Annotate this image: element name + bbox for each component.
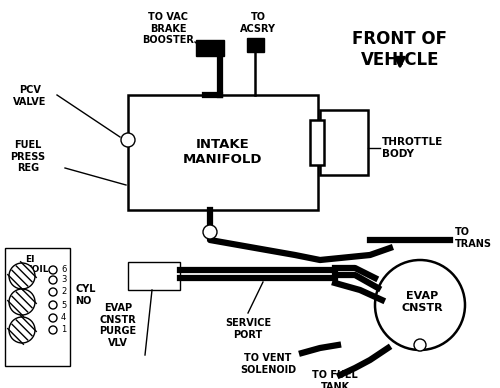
Text: EI
COIL: EI COIL	[25, 255, 48, 274]
Circle shape	[9, 263, 35, 289]
Bar	[320, 110, 368, 175]
Text: FRONT OF
VEHICLE: FRONT OF VEHICLE	[352, 30, 448, 69]
Text: TO VAC
BRAKE
BOOSTER: TO VAC BRAKE BOOSTER	[142, 12, 194, 45]
Circle shape	[49, 314, 57, 322]
Text: EVAP
CNSTR
PURGE
VLV: EVAP CNSTR PURGE VLV	[100, 303, 136, 348]
Bar	[128, 262, 180, 290]
Circle shape	[49, 326, 57, 334]
Text: TO FUEL
TANK: TO FUEL TANK	[312, 370, 358, 388]
Text: 1: 1	[61, 326, 66, 334]
Text: TO VENT
SOLENOID: TO VENT SOLENOID	[240, 353, 296, 374]
Text: 2: 2	[61, 288, 66, 296]
Circle shape	[121, 133, 135, 147]
Bar	[5, 248, 70, 366]
Text: 5: 5	[61, 300, 66, 310]
Circle shape	[203, 225, 217, 239]
Bar	[247, 38, 264, 52]
Circle shape	[9, 289, 35, 315]
Text: SERVICE
PORT: SERVICE PORT	[225, 318, 271, 340]
Circle shape	[9, 317, 35, 343]
Circle shape	[49, 276, 57, 284]
Circle shape	[49, 266, 57, 274]
Text: 3: 3	[61, 275, 66, 284]
Circle shape	[375, 260, 465, 350]
Text: EVAP
CNSTR: EVAP CNSTR	[401, 291, 443, 313]
Text: CYL
NO: CYL NO	[75, 284, 96, 306]
Bar	[310, 120, 324, 165]
Text: 4: 4	[61, 314, 66, 322]
Circle shape	[49, 288, 57, 296]
Text: 6: 6	[61, 265, 66, 274]
Text: TO
ACSRY: TO ACSRY	[240, 12, 276, 34]
Bar	[128, 95, 318, 210]
Text: TO
TRANS: TO TRANS	[455, 227, 492, 249]
Circle shape	[49, 301, 57, 309]
Bar	[196, 40, 224, 56]
Text: INTAKE
MANIFOLD: INTAKE MANIFOLD	[183, 138, 263, 166]
Text: THROTTLE
BODY: THROTTLE BODY	[382, 137, 444, 159]
Circle shape	[414, 339, 426, 351]
Text: FUEL
PRESS
REG: FUEL PRESS REG	[10, 140, 45, 173]
Text: PCV
VALVE: PCV VALVE	[14, 85, 46, 107]
